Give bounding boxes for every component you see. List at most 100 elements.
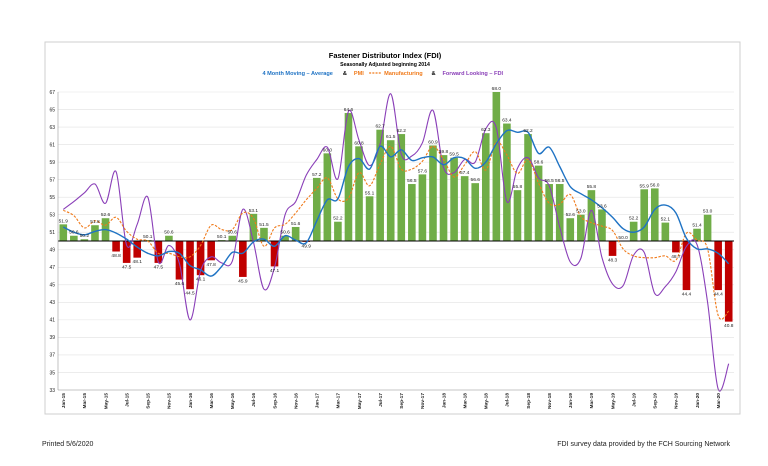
fdi-bar: [629, 221, 638, 241]
fdi-bar: [376, 129, 384, 241]
fdi-bar: [408, 184, 416, 241]
legend-separator: &: [343, 71, 347, 77]
bar-value-label: 62.3: [481, 127, 491, 133]
bar-value-label: 50.6: [280, 230, 290, 236]
bar-value-label: 62.2: [397, 128, 407, 134]
bar-value-label: 51.9: [59, 218, 69, 224]
legend-label: Manufacturing: [384, 71, 423, 77]
fdi-bar: [165, 235, 173, 241]
fdi-bar: [703, 214, 712, 241]
fdi-bar: [91, 225, 99, 241]
fdi-bar: [587, 190, 596, 241]
x-tick-label: May-18: [484, 393, 490, 410]
bar-value-label: 45.9: [238, 278, 248, 284]
fdi-bar: [418, 174, 427, 241]
bar-value-label: 44.4: [682, 292, 692, 298]
fdi-bar: [386, 140, 395, 241]
fdi-bar: [207, 241, 215, 261]
y-tick-label: 39: [49, 335, 55, 341]
bar-value-label: 53.0: [576, 209, 586, 215]
moving-average-line: [62, 129, 730, 277]
bar-value-label: 68.0: [492, 86, 502, 92]
fdi-bar: [460, 176, 469, 241]
x-tick-label: Jan-16: [188, 393, 194, 409]
bar-value-label: 51.4: [692, 223, 702, 229]
x-tick-label: Mar-19: [589, 393, 595, 409]
chart-legend: 4 Month Moving – Average & PMI Manufacturin…: [262, 71, 503, 77]
x-tick-label: Nov-18: [547, 393, 553, 409]
fdi-bar: [724, 241, 733, 322]
bar-value-label: 47.1: [270, 268, 280, 274]
fdi-bar: [577, 214, 585, 241]
x-axis: Jan-15 Mar-15 May-15 Jul-15 Sep-15 Nov-15 Jan-…: [58, 389, 734, 410]
y-axis: 33 35 37 39 41 43 45 47 49 51 53 55 57 59 61 63 65 67: [49, 90, 59, 394]
fdi-bar: [693, 228, 701, 241]
bar-data-labels: 51.950.650.251.852.648.847.548.150.147.5…: [59, 86, 734, 329]
x-tick-label: Jan-20: [695, 393, 701, 409]
bar-value-label: 48.7: [671, 254, 681, 260]
bar-value-label: 53.0: [703, 209, 713, 215]
fdi-bar: [112, 241, 120, 252]
bar-value-label: 60.8: [354, 140, 364, 146]
x-tick-label: Jul-18: [505, 393, 511, 407]
bar-value-label: 51.8: [90, 219, 100, 225]
bar-value-label: 52.2: [333, 216, 343, 222]
bar-value-label: 44.5: [185, 291, 195, 297]
fdi-bar: [133, 241, 142, 258]
y-tick-label: 43: [49, 300, 55, 306]
bar-value-label: 51.5: [259, 222, 269, 228]
fdi-bar: [650, 188, 659, 241]
bar-value-label: 52.2: [629, 216, 639, 222]
x-tick-label: Sep-17: [399, 393, 405, 409]
fdi-bar: [503, 123, 511, 241]
bar-value-label: 56.0: [650, 182, 660, 188]
x-tick-label: Jan-19: [568, 393, 574, 409]
fdi-bar: [122, 241, 131, 263]
y-tick-label: 49: [49, 248, 55, 254]
x-tick-label: Sep-19: [653, 393, 659, 409]
x-tick-label: Sep-18: [526, 393, 532, 409]
bar-value-label: 60.9: [428, 139, 438, 145]
fdi-bar: [545, 184, 553, 241]
x-tick-label: Jan-15: [61, 393, 67, 409]
y-tick-label: 57: [49, 177, 55, 183]
bar-value-label: 55.1: [365, 190, 375, 196]
x-tick-label: May-16: [230, 393, 236, 410]
bar-value-label: 61.5: [386, 134, 396, 140]
bar-value-label: 47.5: [154, 264, 164, 270]
chart-border: [44, 41, 741, 415]
fdi-bar: [429, 145, 437, 241]
fdi-bar: [471, 183, 480, 241]
fdi-bar: [312, 177, 321, 241]
fdi-bar: [492, 92, 501, 241]
fdi-bar: [175, 241, 184, 280]
fdi-bar: [608, 241, 617, 256]
x-tick-label: Mar-17: [336, 393, 342, 409]
y-tick-label: 51: [49, 230, 55, 236]
fdi-bar: [524, 134, 532, 241]
bar-value-label: 50.6: [164, 230, 174, 236]
bar-value-label: 45.6: [175, 281, 185, 287]
bar-value-label: 62.7: [375, 124, 385, 130]
x-tick-label: Jul-17: [378, 393, 384, 407]
fdi-bar: [598, 209, 606, 241]
fdi-bar: [281, 235, 289, 241]
x-tick-label: Mar-18: [463, 393, 469, 409]
bar-value-label: 59.5: [449, 152, 459, 158]
fdi-bar: [59, 224, 68, 241]
y-tick-label: 67: [49, 90, 55, 96]
legend-label: 4 Month Moving – Average: [262, 71, 332, 77]
fdi-bar: [239, 241, 247, 277]
bar-value-label: 48.3: [608, 257, 618, 263]
fdi-bar: [397, 134, 406, 241]
fdi-bar: [682, 241, 691, 291]
bar-value-label: 50.1: [217, 234, 227, 240]
y-tick-label: 63: [49, 125, 55, 131]
y-tick-label: 47: [49, 265, 55, 271]
legend-label: PMI: [354, 71, 364, 77]
fdi-bar: [228, 235, 237, 241]
bar-value-label: 52.6: [101, 212, 111, 218]
x-tick-label: Nov-16: [294, 393, 300, 409]
fdi-bar: [555, 184, 564, 241]
